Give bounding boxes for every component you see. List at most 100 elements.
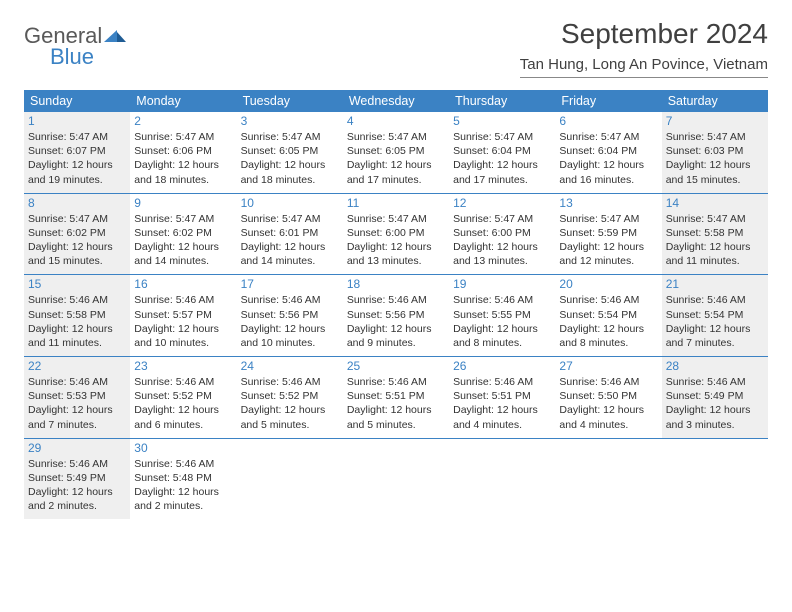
daylight-text: Daylight: 12 hours and 9 minutes. (347, 322, 445, 350)
sunset-text: Sunset: 5:51 PM (347, 389, 445, 403)
sun-info: Sunrise: 5:46 AMSunset: 5:53 PMDaylight:… (28, 375, 126, 432)
calendar-cell: 9 Sunrise: 5:47 AMSunset: 6:02 PMDaylight… (130, 194, 236, 275)
day-number: 12 (453, 196, 551, 210)
sun-info: Sunrise: 5:46 AMSunset: 5:48 PMDaylight:… (134, 457, 232, 514)
sun-info: Sunrise: 5:47 AMSunset: 5:59 PMDaylight:… (559, 212, 657, 269)
calendar-cell: 7 Sunrise: 5:47 AMSunset: 6:03 PMDaylight… (662, 112, 768, 193)
sun-info: Sunrise: 5:47 AMSunset: 6:02 PMDaylight:… (134, 212, 232, 269)
daylight-text: Daylight: 12 hours and 13 minutes. (453, 240, 551, 268)
sunrise-text: Sunrise: 5:47 AM (347, 212, 445, 226)
day-number: 2 (134, 114, 232, 128)
daylight-text: Daylight: 12 hours and 12 minutes. (559, 240, 657, 268)
weekday-label: Tuesday (237, 90, 343, 112)
sunset-text: Sunset: 5:51 PM (453, 389, 551, 403)
calendar-cell-empty (662, 439, 768, 520)
calendar-cell: 3Sunrise: 5:47 AMSunset: 6:05 PMDaylight… (237, 112, 343, 193)
sun-info: Sunrise: 5:47 AMSunset: 6:05 PMDaylight:… (241, 130, 339, 187)
sunset-text: Sunset: 6:02 PM (134, 226, 232, 240)
day-number: 9 (134, 196, 232, 210)
calendar-cell: 1 Sunrise: 5:47 AMSunset: 6:07 PMDaylight… (24, 112, 130, 193)
sunrise-text: Sunrise: 5:47 AM (28, 130, 126, 144)
daylight-text: Daylight: 12 hours and 8 minutes. (453, 322, 551, 350)
daylight-text: Daylight: 12 hours and 14 minutes. (134, 240, 232, 268)
sunrise-text: Sunrise: 5:46 AM (666, 375, 764, 389)
month-title: September 2024 (520, 18, 768, 50)
weekday-label: Monday (130, 90, 236, 112)
sunrise-text: Sunrise: 5:46 AM (559, 375, 657, 389)
sunrise-text: Sunrise: 5:47 AM (666, 130, 764, 144)
sun-info: Sunrise: 5:46 AMSunset: 5:54 PMDaylight:… (666, 293, 764, 350)
calendar-cell: 6Sunrise: 5:47 AMSunset: 6:04 PMDaylight… (555, 112, 661, 193)
sunset-text: Sunset: 5:49 PM (28, 471, 126, 485)
sun-info: Sunrise: 5:46 AMSunset: 5:57 PMDaylight:… (134, 293, 232, 350)
sunset-text: Sunset: 6:07 PM (28, 144, 126, 158)
sun-info: Sunrise: 5:47 AMSunset: 5:58 PMDaylight:… (666, 212, 764, 269)
day-number: 25 (347, 359, 445, 373)
day-number: 20 (559, 277, 657, 291)
sun-info: Sunrise: 5:46 AMSunset: 5:50 PMDaylight:… (559, 375, 657, 432)
daylight-text: Daylight: 12 hours and 11 minutes. (28, 322, 126, 350)
sunrise-text: Sunrise: 5:46 AM (28, 375, 126, 389)
calendar-cell: 26Sunrise: 5:46 AMSunset: 5:51 PMDayligh… (449, 357, 555, 438)
sun-info: Sunrise: 5:47 AMSunset: 6:07 PMDaylight:… (28, 130, 126, 187)
calendar-cell-empty (449, 439, 555, 520)
sunrise-text: Sunrise: 5:47 AM (559, 212, 657, 226)
daylight-text: Daylight: 12 hours and 4 minutes. (559, 403, 657, 431)
sun-info: Sunrise: 5:46 AMSunset: 5:54 PMDaylight:… (559, 293, 657, 350)
daylight-text: Daylight: 12 hours and 17 minutes. (453, 158, 551, 186)
sunrise-text: Sunrise: 5:47 AM (241, 212, 339, 226)
sunrise-text: Sunrise: 5:46 AM (453, 375, 551, 389)
sunset-text: Sunset: 6:04 PM (559, 144, 657, 158)
day-number: 13 (559, 196, 657, 210)
calendar-cell: 20 Sunrise: 5:46 AMSunset: 5:54 PMDayligh… (555, 275, 661, 356)
sun-info: Sunrise: 5:46 AMSunset: 5:49 PMDaylight:… (666, 375, 764, 432)
sun-info: Sunrise: 5:47 AMSunset: 6:04 PMDaylight:… (559, 130, 657, 187)
sunset-text: Sunset: 5:53 PM (28, 389, 126, 403)
sunrise-text: Sunrise: 5:47 AM (134, 130, 232, 144)
sunrise-text: Sunrise: 5:47 AM (241, 130, 339, 144)
sunset-text: Sunset: 5:54 PM (559, 308, 657, 322)
sunrise-text: Sunrise: 5:46 AM (134, 375, 232, 389)
daylight-text: Daylight: 12 hours and 6 minutes. (134, 403, 232, 431)
sun-info: Sunrise: 5:46 AMSunset: 5:58 PMDaylight:… (28, 293, 126, 350)
daylight-text: Daylight: 12 hours and 15 minutes. (666, 158, 764, 186)
calendar-cell: 18Sunrise: 5:46 AMSunset: 5:56 PMDayligh… (343, 275, 449, 356)
weekday-label: Wednesday (343, 90, 449, 112)
daylight-text: Daylight: 12 hours and 10 minutes. (134, 322, 232, 350)
weekday-header: Sunday Monday Tuesday Wednesday Thursday… (24, 90, 768, 112)
sun-info: Sunrise: 5:46 AMSunset: 5:55 PMDaylight:… (453, 293, 551, 350)
sunrise-text: Sunrise: 5:46 AM (666, 293, 764, 307)
daylight-text: Daylight: 12 hours and 14 minutes. (241, 240, 339, 268)
sunrise-text: Sunrise: 5:46 AM (28, 457, 126, 471)
calendar-cell: 24Sunrise: 5:46 AMSunset: 5:52 PMDayligh… (237, 357, 343, 438)
title-block: September 2024 Tan Hung, Long An Povince… (520, 18, 768, 78)
day-number: 18 (347, 277, 445, 291)
day-number: 1 (28, 114, 126, 128)
calendar-cell: 13 Sunrise: 5:47 AMSunset: 5:59 PMDayligh… (555, 194, 661, 275)
sunset-text: Sunset: 5:48 PM (134, 471, 232, 485)
calendar-cell: 30Sunrise: 5:46 AMSunset: 5:48 PMDayligh… (130, 439, 236, 520)
daylight-text: Daylight: 12 hours and 18 minutes. (241, 158, 339, 186)
sun-info: Sunrise: 5:46 AMSunset: 5:51 PMDaylight:… (453, 375, 551, 432)
calendar-week: 22Sunrise: 5:46 AMSunset: 5:53 PMDayligh… (24, 357, 768, 439)
calendar-week: 1Sunrise: 5:47 AMSunset: 6:07 PMDaylight… (24, 112, 768, 194)
sunrise-text: Sunrise: 5:46 AM (28, 293, 126, 307)
daylight-text: Daylight: 12 hours and 4 minutes. (453, 403, 551, 431)
daylight-text: Daylight: 12 hours and 7 minutes. (666, 322, 764, 350)
sunset-text: Sunset: 5:58 PM (28, 308, 126, 322)
sunrise-text: Sunrise: 5:47 AM (28, 212, 126, 226)
day-number: 7 (666, 114, 764, 128)
day-number: 24 (241, 359, 339, 373)
calendar-cell: 11Sunrise: 5:47 AMSunset: 6:00 PMDayligh… (343, 194, 449, 275)
sunrise-text: Sunrise: 5:47 AM (453, 130, 551, 144)
sunrise-text: Sunrise: 5:47 AM (453, 212, 551, 226)
sun-info: Sunrise: 5:47 AMSunset: 6:03 PMDaylight:… (666, 130, 764, 187)
calendar-cell: 22Sunrise: 5:46 AMSunset: 5:53 PMDayligh… (24, 357, 130, 438)
daylight-text: Daylight: 12 hours and 16 minutes. (559, 158, 657, 186)
calendar-cell-empty (237, 439, 343, 520)
logo-word2: Blue (50, 45, 102, 68)
sun-info: Sunrise: 5:47 AMSunset: 6:04 PMDaylight:… (453, 130, 551, 187)
daylight-text: Daylight: 12 hours and 10 minutes. (241, 322, 339, 350)
sunset-text: Sunset: 6:01 PM (241, 226, 339, 240)
calendar-cell-empty (555, 439, 661, 520)
